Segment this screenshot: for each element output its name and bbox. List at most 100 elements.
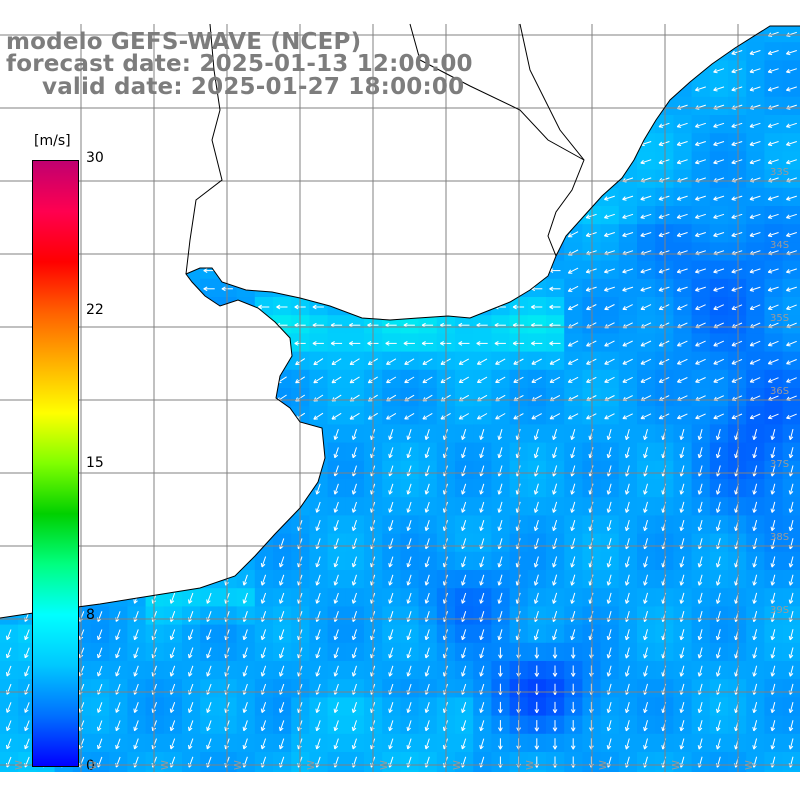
wind-cell	[782, 224, 800, 243]
wind-cell	[418, 333, 438, 353]
wind-cell	[200, 278, 219, 298]
wind-cell	[782, 115, 800, 134]
lon-label: W	[744, 760, 755, 770]
title-forecast-date: forecast date: 2025-01-13 12:00:00	[6, 51, 473, 77]
lon-label: W	[379, 760, 390, 770]
wind-cell	[400, 315, 420, 334]
top-margin	[0, 0, 800, 24]
wind-arrow	[676, 122, 688, 128]
lat-label-35s: 35S	[770, 313, 790, 324]
lon-label: W	[160, 760, 171, 770]
wind-arrow	[786, 68, 797, 74]
wind-arrow	[695, 86, 706, 92]
wind-arrow	[786, 86, 797, 92]
wind-cell	[345, 315, 365, 334]
wind-cell	[782, 260, 800, 280]
wind-cell	[309, 333, 329, 353]
wind-cell	[418, 315, 438, 334]
wind-cell	[782, 242, 800, 262]
lon-label: W	[306, 760, 317, 770]
wind-arrow	[767, 86, 779, 92]
colorbar-tick-30: 30	[86, 150, 104, 166]
wind-cell	[782, 187, 800, 207]
lon-label: W	[525, 760, 536, 770]
colorbar-unit: [m/s]	[34, 133, 71, 149]
wind-cell	[291, 297, 310, 316]
wind-cell	[546, 297, 565, 316]
colorbar-tick-8: 8	[86, 607, 95, 623]
wind-cell	[782, 278, 800, 298]
wind-cell	[455, 333, 474, 353]
wind-cell	[782, 96, 800, 116]
wind-cell	[782, 151, 800, 171]
wind-arrow	[749, 68, 761, 74]
wind-cell	[527, 297, 547, 316]
bottom-margin	[0, 772, 800, 800]
lat-label-36s: 36S	[770, 386, 790, 397]
land-mask	[0, 0, 800, 618]
wind-cell	[782, 315, 800, 334]
lon-label: W	[598, 760, 609, 770]
lon-label: W	[88, 760, 99, 770]
wind-arrow	[658, 122, 670, 128]
lon-label: W	[14, 760, 25, 770]
wind-cell	[309, 315, 329, 334]
wind-cell	[782, 369, 800, 389]
wind-arrow	[767, 68, 779, 74]
wind-cell	[327, 315, 347, 334]
wind-arrow	[749, 50, 761, 56]
wind-cell	[491, 315, 511, 334]
wind-cell	[782, 24, 800, 43]
wind-cell	[473, 315, 492, 334]
wind-cell	[782, 169, 800, 189]
lon-label: W	[671, 760, 682, 770]
wind-arrow	[731, 86, 743, 92]
wind-cell	[473, 333, 492, 353]
lat-label-33s: 33S	[770, 167, 790, 178]
title-valid-date: valid date: 2025-01-27 18:00:00	[42, 74, 465, 100]
wind-cell	[291, 315, 310, 334]
lon-label: W	[452, 760, 463, 770]
wind-cell	[527, 333, 547, 353]
wind-arrow	[767, 50, 779, 56]
wind-cell	[782, 297, 800, 316]
wind-cell	[782, 42, 800, 61]
wind-cell	[273, 297, 292, 316]
lat-label-39s: 39S	[770, 605, 790, 616]
wind-cell	[291, 333, 310, 353]
wind-arrow	[749, 86, 761, 92]
wind-cell	[546, 315, 565, 334]
lon-label: W	[233, 760, 244, 770]
wind-cell	[527, 315, 547, 334]
wind-arrow	[713, 86, 725, 92]
wind-cell	[782, 133, 800, 152]
colorbar-tick-15: 15	[86, 455, 104, 471]
wind-arrow	[713, 68, 725, 74]
lat-label-37s: 37S	[770, 459, 790, 470]
wind-arrow	[731, 50, 743, 56]
wind-cell	[400, 333, 420, 353]
wind-cell	[782, 406, 800, 425]
wind-cell	[327, 333, 347, 353]
lat-label-34s: 34S	[770, 240, 790, 251]
colorbar	[32, 160, 79, 767]
wind-cell	[491, 333, 511, 353]
wind-cell	[782, 333, 800, 353]
wind-cell	[546, 333, 565, 353]
wind-cell	[782, 60, 800, 80]
wind-arrow	[786, 50, 797, 56]
wind-cell	[782, 78, 800, 98]
wind-cell	[345, 333, 365, 353]
wind-cell	[782, 351, 800, 371]
wind-cell	[782, 206, 800, 225]
lat-label-38s: 38S	[770, 532, 790, 543]
wind-cell	[455, 315, 474, 334]
wind-cell	[546, 278, 565, 298]
wind-cell	[382, 333, 401, 353]
wind-cell	[782, 388, 800, 407]
wind-arrow	[731, 68, 743, 74]
colorbar-tick-22: 22	[86, 302, 104, 318]
